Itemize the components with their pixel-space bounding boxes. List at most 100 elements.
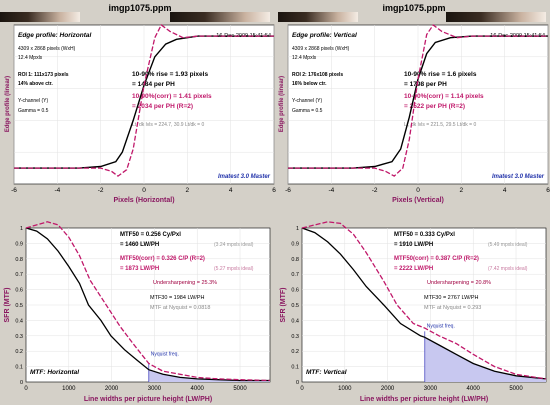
br-ytick-label: 0.8	[291, 257, 299, 263]
br-ytick-label: 0.6	[291, 288, 299, 294]
tr-xtick-label: -4	[328, 187, 334, 194]
br-yticks: 0 0.1 0.2 0.3 0.4 0.5 0.6 0.7 0.8 0.9 1	[291, 226, 299, 386]
br-xtick-label: 5000	[509, 386, 523, 392]
bl-xtick-label: 4000	[191, 386, 205, 392]
tr-xtick-label: 4	[503, 187, 507, 194]
bl-xtick-label: 1000	[62, 386, 76, 392]
bl-ytick-label: 0.7	[15, 272, 23, 278]
tl-info-1: 12.4 Mpxls	[18, 55, 43, 61]
tr-info-2: ROI 2: 176x108 pixels	[292, 72, 343, 78]
tr-xtick-label: 0	[416, 187, 420, 194]
tl-red-curve	[14, 24, 274, 177]
tl-xtick-label: -2	[98, 187, 104, 194]
br-mtf50c: MTF50(corr) = 0.387 C/P (R=2)	[394, 256, 479, 262]
bl-xtick-label: 3000	[148, 386, 162, 392]
bl-nyquist-fill	[148, 369, 270, 382]
br-xticks: 0 1000 2000 3000 4000 5000	[300, 386, 523, 392]
br-xtick-label: 4000	[467, 386, 481, 392]
tl-gradient-left	[0, 12, 80, 22]
tr-rise-ph: = 1798 per PH	[404, 81, 447, 88]
tr-corr: 10-90%(corr) = 1.14 pixels	[404, 93, 484, 100]
tr-xtick-label: -6	[285, 187, 291, 194]
br-ytick-label: 0	[296, 380, 299, 386]
tr-xticks: -6 -4 -2 0 2 4 6	[285, 187, 550, 194]
tr-gradient-left	[278, 12, 358, 22]
bl-ytick-label: 0	[20, 380, 23, 386]
bl-ytick-label: 0.6	[15, 288, 23, 294]
br-xtick-label: 0	[300, 386, 304, 392]
br-ylabel: SFR (MTF)	[280, 288, 287, 323]
br-xlabel: Line widths per picture height (LW/PH)	[360, 396, 488, 403]
bl-ytick-label: 0.1	[15, 365, 23, 371]
br-undersharpening: Undersharpening = 20.8%	[427, 280, 491, 286]
bl-mtf50c-lw: = 1873 LW/PH	[120, 266, 159, 272]
tr-black-curve	[288, 35, 548, 169]
br-red-curve	[301, 221, 547, 380]
tl-xticks: -6 -4 -2 0 2 4 6	[11, 187, 276, 194]
tl-rise: 10-90% rise = 1.93 pixels	[132, 71, 208, 78]
br-nyquist-label: Nyquist freq.	[427, 323, 455, 329]
tl-xtick-label: 4	[229, 187, 233, 194]
bl-ylabel: SFR (MTF)	[4, 288, 11, 323]
tr-rise: 10-90% rise = 1.6 pixels	[404, 71, 477, 78]
bl-red-curve	[25, 221, 271, 382]
br-grid	[302, 228, 546, 382]
tr-levels: Lt, dk lvls = 221.5, 29.5 Lt/dk = 0	[404, 122, 476, 128]
bl-xticks: 0 1000 2000 3000 4000 5000	[24, 386, 247, 392]
br-mtf-nyquist: MTF at Nyquist = 0.293	[424, 305, 481, 311]
br-mtf50-lw: = 1910 LW/PH	[394, 242, 433, 248]
br-black-curve	[301, 227, 547, 380]
tl-xtick-label: -6	[11, 187, 17, 194]
tr-grid	[287, 25, 549, 184]
tr-gradient-right	[446, 12, 546, 22]
br-mtf50c-lw: = 2222 LW/PH	[394, 266, 433, 272]
br-ytick-label: 0.2	[291, 349, 299, 355]
bl-mtf-nyquist: MTF at Nyquist = 0.0818	[150, 305, 210, 311]
tr-figure-title: imgp1075.ppm	[382, 3, 445, 13]
bl-mtf50-lw: = 1460 LW/PH	[120, 242, 159, 248]
tr-corr-ph: = 2522 per PH (R=2)	[404, 103, 465, 110]
tl-info-0: 4309 x 2868 pixels (WxH)	[18, 46, 76, 52]
tr-subtitle: Edge profile: Vertical	[292, 32, 357, 39]
tr-info-4: Y-channel (Y)	[292, 98, 322, 104]
bl-ytick-label: 0.9	[15, 241, 23, 247]
bl-yticks: 0 0.1 0.2 0.3 0.4 0.5 0.6 0.7 0.8 0.9 1	[15, 226, 23, 386]
tl-info-5: Gamma = 0.5	[18, 108, 49, 114]
br-mtf50-ideal: (5.49 mpxls ideal)	[488, 242, 528, 248]
br-xtick-label: 3000	[424, 386, 438, 392]
tl-rise-ph: = 1484 per PH	[132, 81, 175, 88]
tl-gradient-right	[170, 12, 270, 22]
tr-brand: Imatest 3.0 Master	[492, 174, 545, 180]
br-ytick-label: 0.9	[291, 241, 299, 247]
tl-info-3: 14% above ctr.	[18, 81, 53, 87]
bl-ytick-label: 0.8	[15, 257, 23, 263]
tr-ylabel: Edge profile (linear)	[279, 76, 285, 132]
bl-panel-label: MTF: Horizontal	[30, 369, 79, 376]
tl-brand: Imatest 3.0 Master	[218, 174, 271, 180]
tl-info-2: ROI 1: 111x173 pixels	[18, 72, 69, 78]
bl-xtick-label: 0	[24, 386, 28, 392]
bl-xlabel: Line widths per picture height (LW/PH)	[84, 396, 212, 403]
br-mtf50: MTF50 = 0.333 Cy/Pxl	[394, 232, 455, 238]
bl-mtf30: MTF30 = 1984 LW/PH	[150, 295, 204, 301]
br-ytick-label: 0.4	[291, 318, 299, 324]
tl-corr-ph: = 2034 per PH (R=2)	[132, 103, 193, 110]
tl-ylabel: Edge profile (linear)	[5, 76, 11, 132]
br-panel-label: MTF: Vertical	[306, 369, 347, 376]
tr-info-5: Gamma = 0.5	[292, 108, 323, 114]
bl-ytick-label: 0.4	[15, 318, 23, 324]
bl-mtf50c-ideal: (5.27 mpxls ideal)	[214, 266, 254, 272]
tl-levels: Lt, dk lvls = 224.7, 30.9 Lt/dk = 0	[132, 122, 204, 128]
tr-info-0: 4309 x 2868 pixels (WxH)	[292, 46, 350, 52]
tl-corr: 10-90%(corr) = 1.41 pixels	[132, 93, 212, 100]
bl-grid	[26, 228, 270, 382]
br-nyquist-fill	[424, 337, 546, 382]
tr-xtick-label: 6	[546, 187, 550, 194]
bl-ytick-label: 0.2	[15, 349, 23, 355]
br-ytick-label: 0.3	[291, 334, 299, 340]
tl-xtick-label: 2	[186, 187, 190, 194]
bl-xtick-label: 5000	[233, 386, 247, 392]
tl-xtick-label: 6	[272, 187, 276, 194]
tl-figure-title: imgp1075.ppm	[108, 3, 171, 13]
